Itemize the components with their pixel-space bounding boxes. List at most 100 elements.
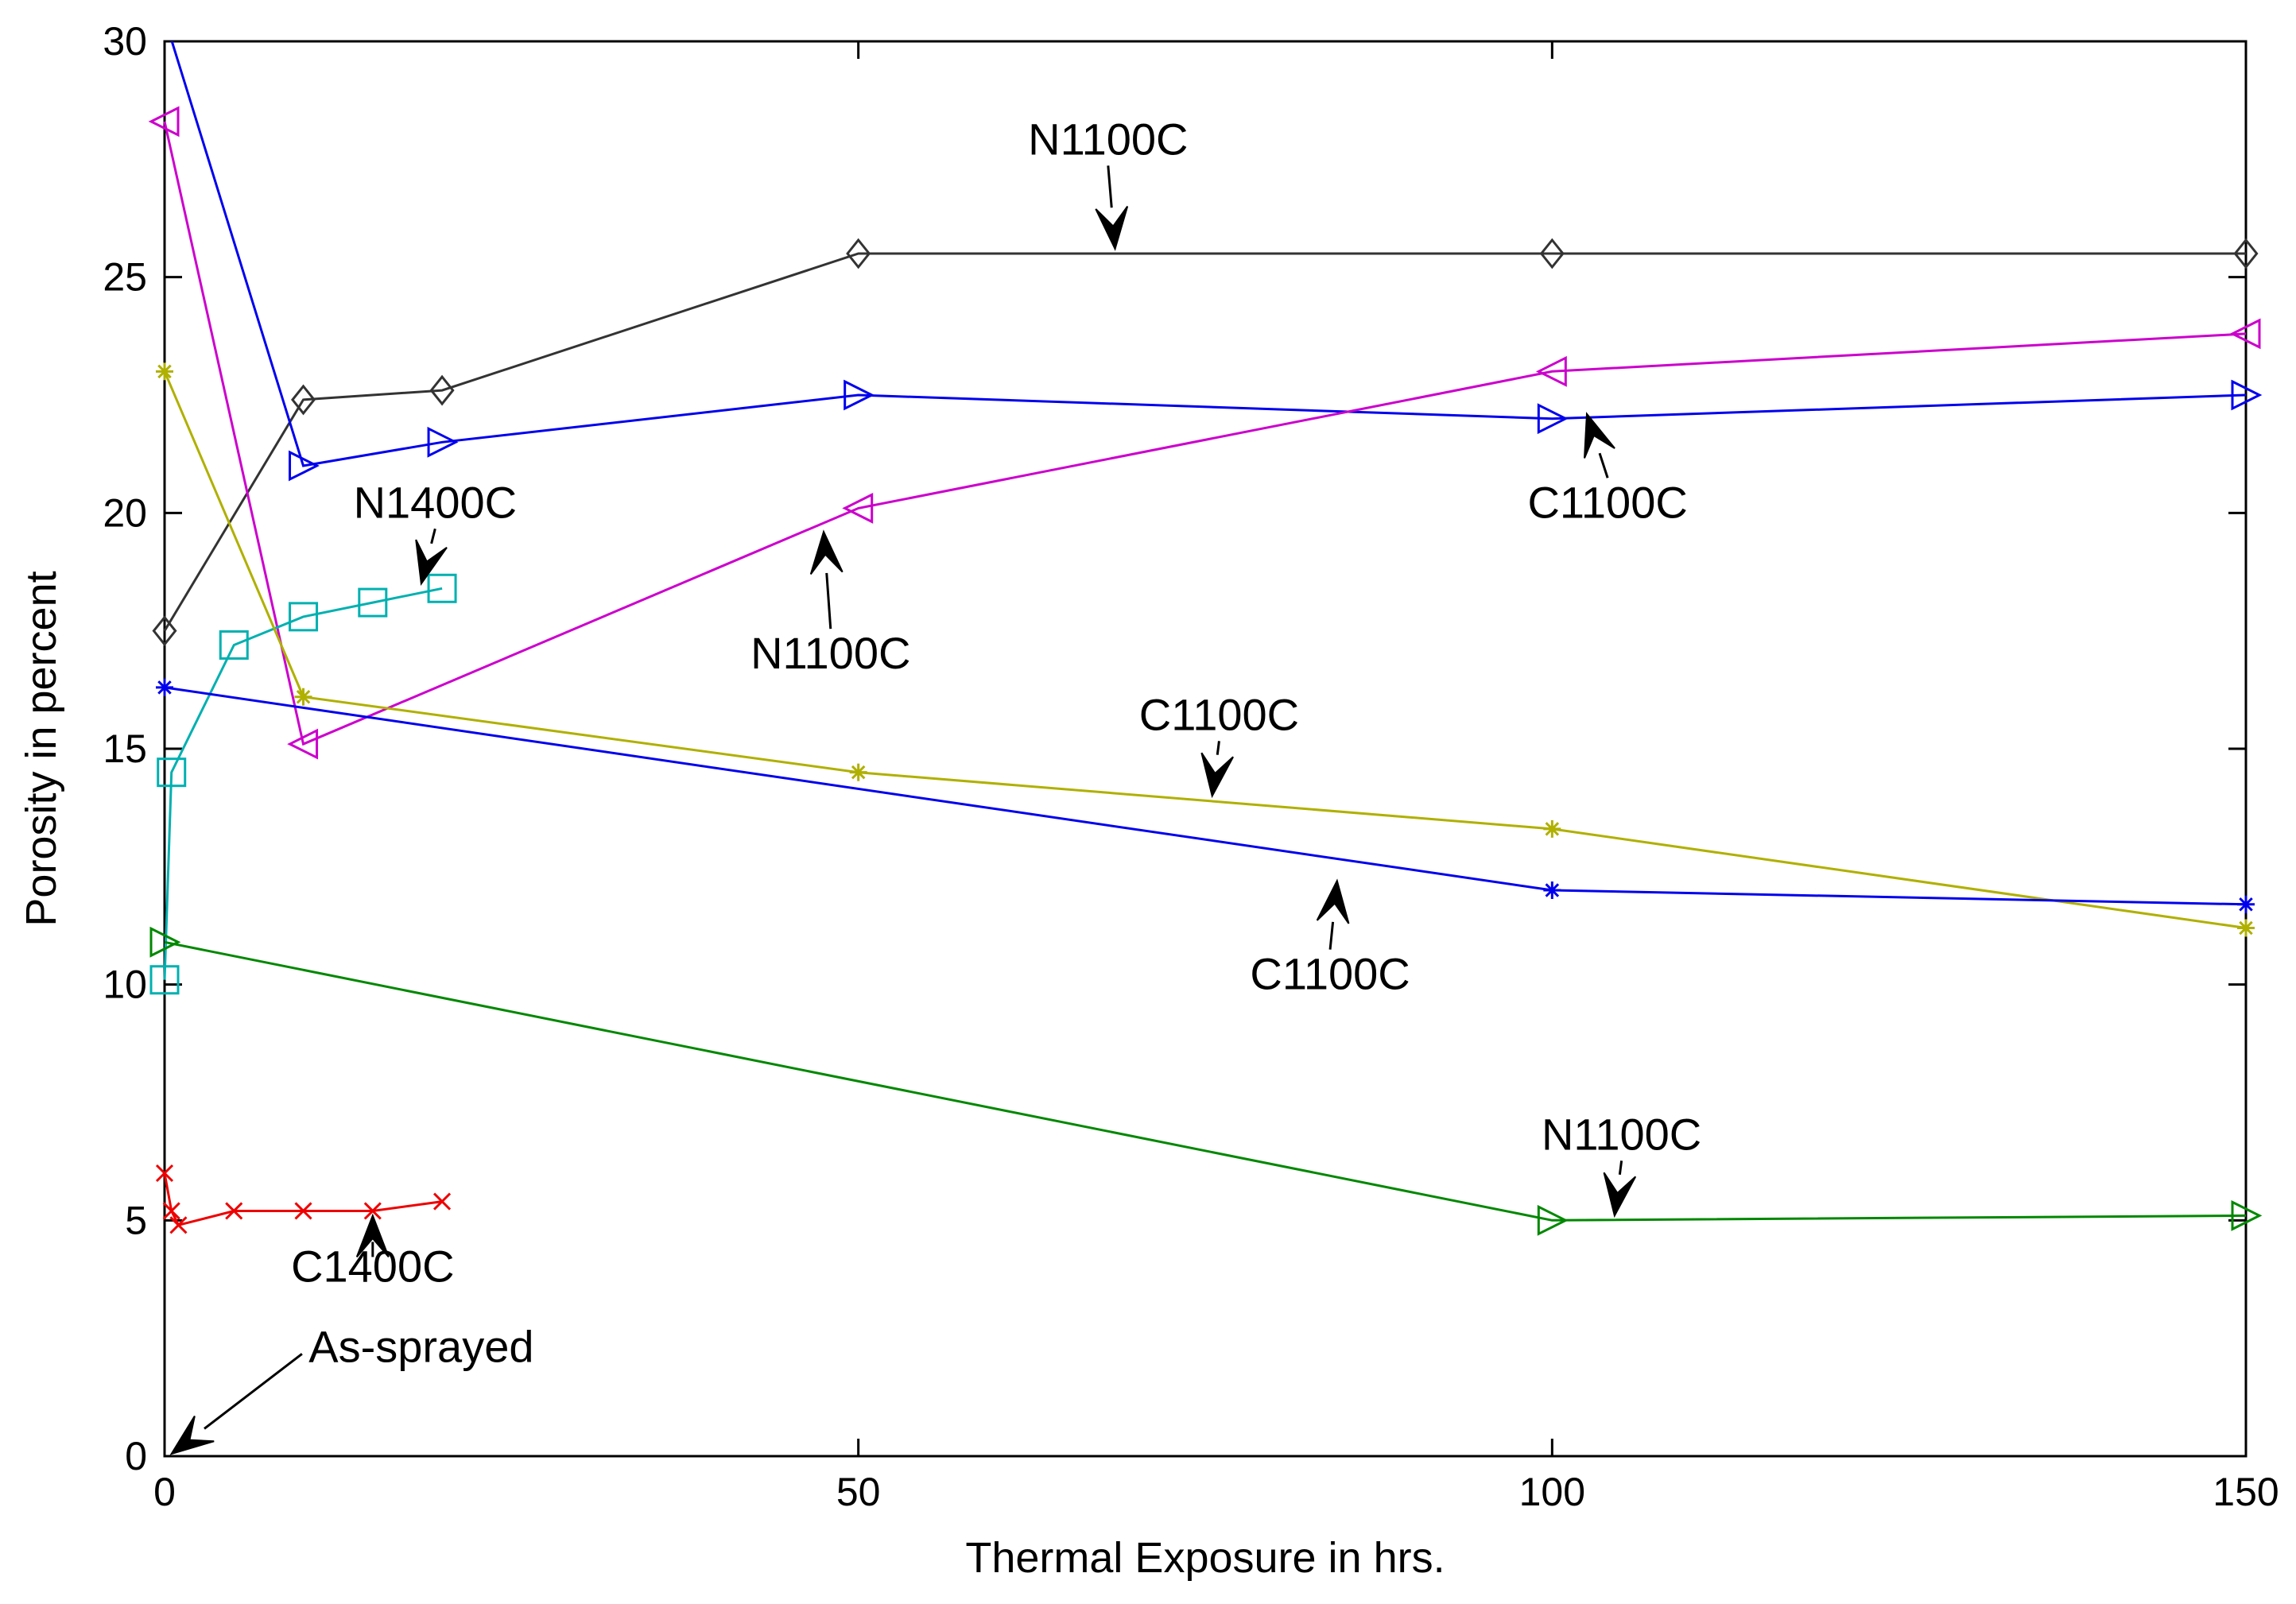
- annotation-arrowhead: [355, 1213, 390, 1258]
- annotation-arrow-shaft: [1618, 1160, 1623, 1175]
- x-tick-label: 0: [153, 1470, 176, 1514]
- triangle-right-marker: [1537, 1204, 1569, 1236]
- series-7: [155, 1164, 452, 1234]
- diamond-marker: [2233, 238, 2259, 269]
- diamond-marker: [291, 384, 316, 416]
- triangle-left-marker: [1535, 355, 1567, 387]
- annotation-0: N1100C: [1028, 114, 1188, 251]
- annotation-arrow-shaft: [1328, 921, 1335, 950]
- triangle-right-marker: [289, 450, 320, 482]
- triangle-right-marker: [149, 926, 181, 958]
- diamond-marker: [429, 374, 455, 406]
- triangle-right-marker: [1537, 403, 1569, 435]
- y-tick-label: 30: [103, 19, 147, 64]
- star-marker: [2237, 919, 2255, 937]
- annotation-label: C1100C: [1250, 949, 1410, 999]
- series-3: [149, 573, 457, 995]
- star-marker: [1543, 819, 1561, 838]
- annotation-layer: N1100C C1100C N1400C N1100C C1100C C1100C N110…: [169, 114, 1701, 1455]
- square-marker: [157, 757, 187, 788]
- series-line: [164, 940, 2247, 1222]
- y-tick-label: 20: [103, 490, 147, 535]
- annotation-6: N1100C: [1542, 1109, 1701, 1218]
- x-stroke: [363, 1202, 382, 1220]
- triangle-left-marker: [148, 106, 180, 138]
- annotation-label: N1400C: [354, 477, 517, 527]
- triangle-right-marker: [844, 379, 875, 411]
- y-axis-label: Porosity in percent: [17, 571, 65, 926]
- star-stroke: [1545, 822, 1560, 836]
- x-marker: [294, 1202, 312, 1220]
- series-5: [156, 678, 2255, 913]
- star-marker: [2237, 895, 2255, 913]
- x-marker: [169, 1216, 188, 1234]
- annotation-1: C1100C: [1527, 412, 1688, 527]
- star-stroke: [2239, 897, 2253, 912]
- series-line: [163, 121, 2247, 746]
- star-marker: [849, 763, 867, 781]
- triangle-right-marker: [2231, 1199, 2263, 1231]
- annotation-label: N1100C: [1542, 1109, 1701, 1159]
- x-stroke: [225, 1202, 243, 1220]
- x-tick-label: 150: [2213, 1470, 2279, 1514]
- annotation-arrowhead: [415, 539, 448, 587]
- annotation-arrow-shaft: [430, 528, 436, 544]
- y-tick-label: 10: [103, 963, 147, 1007]
- annotation-arrowhead: [1316, 878, 1350, 924]
- x-marker: [162, 1202, 180, 1220]
- annotation-label: C1100C: [1527, 477, 1687, 527]
- annotation-4: C1100C: [1139, 689, 1299, 799]
- annotation-arrowhead: [1584, 412, 1615, 459]
- x-marker: [225, 1202, 243, 1220]
- annotation-arrowhead: [1200, 752, 1234, 799]
- series-0: [152, 238, 2259, 647]
- triangle-right-marker: [427, 426, 459, 458]
- series-layer: [148, 41, 2263, 1236]
- series-line: [163, 587, 443, 980]
- x-tick-label: 50: [836, 1470, 881, 1514]
- triangle-left-marker: [2229, 318, 2261, 350]
- series-line: [170, 41, 2247, 467]
- annotation-label: N1100C: [1028, 114, 1188, 164]
- x-tick-label: 100: [1519, 1470, 1585, 1514]
- annotation-2: N1400C: [354, 477, 517, 587]
- square-marker: [289, 602, 319, 632]
- annotation-arrowhead: [1095, 206, 1129, 251]
- x-axis-label: Thermal Exposure in hrs.: [965, 1534, 1445, 1582]
- x-stroke: [169, 1216, 188, 1234]
- y-tick-label: 25: [103, 255, 147, 300]
- star-marker: [1543, 881, 1561, 899]
- annotation-arrow-shaft: [1598, 452, 1609, 478]
- annotation-5: C1100C: [1250, 878, 1410, 999]
- annotation-label: As-sprayed: [308, 1321, 533, 1371]
- star-stroke: [1545, 883, 1560, 897]
- square-marker: [219, 630, 249, 660]
- star-marker: [156, 678, 173, 696]
- diamond-marker: [152, 615, 177, 647]
- star-stroke: [2239, 920, 2253, 936]
- annotation-label: C1100C: [1139, 689, 1299, 739]
- annotation-arrow-shaft: [1107, 165, 1113, 208]
- series-4: [156, 362, 2255, 937]
- annotation-arrow-shaft: [1216, 741, 1220, 755]
- x-stroke: [294, 1202, 312, 1220]
- annotation-7: C1400C: [291, 1213, 455, 1291]
- x-stroke: [155, 1164, 174, 1183]
- x-marker: [433, 1192, 452, 1211]
- star-marker: [294, 688, 312, 706]
- annotation-arrowhead: [169, 1416, 215, 1455]
- tick-group: 0 50 100 150 0 5 10 15 20 25 30: [103, 19, 2279, 1514]
- y-tick-label: 5: [125, 1198, 147, 1242]
- star-marker: [156, 362, 173, 381]
- series-6: [149, 926, 2263, 1236]
- annotation-8: As-sprayed: [169, 1321, 534, 1455]
- diamond-marker: [1539, 238, 1565, 269]
- annotation-arrow-shaft: [204, 1353, 303, 1430]
- square-marker: [427, 573, 457, 603]
- annotation-arrowhead: [809, 529, 844, 575]
- diamond-marker: [846, 238, 871, 269]
- triangle-right-marker: [2231, 379, 2263, 411]
- annotation-3: N1100C: [750, 529, 910, 678]
- x-marker: [155, 1164, 174, 1183]
